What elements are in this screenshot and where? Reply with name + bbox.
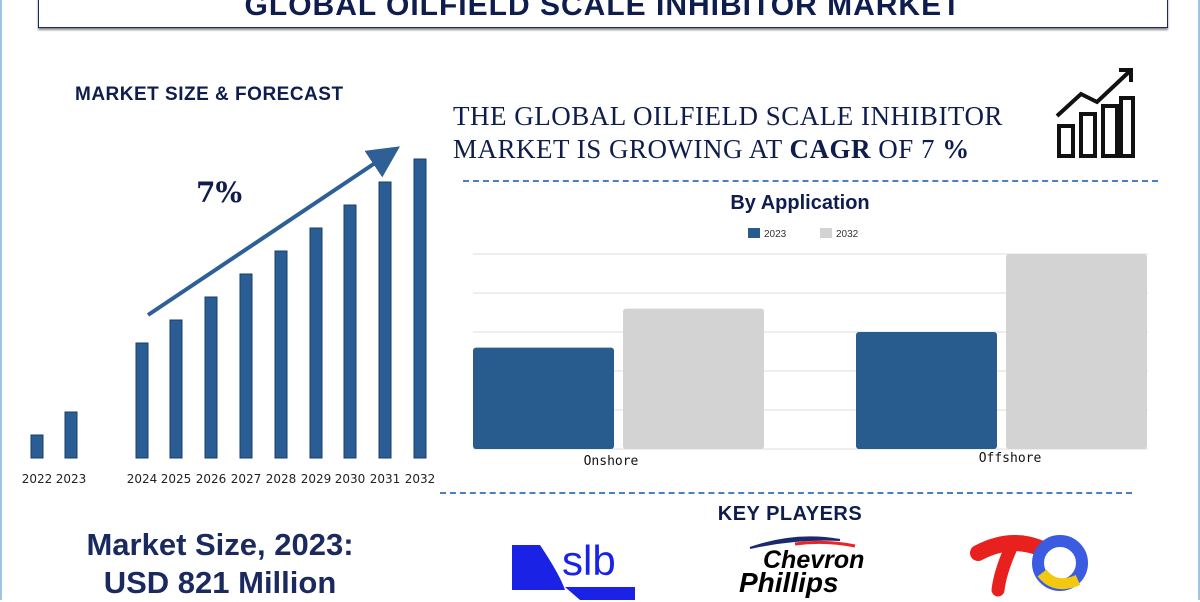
slb-logo: slb (512, 537, 635, 600)
forecast-bar (64, 411, 78, 459)
forecast-chart: 2022 2023 2024 2025 2026 2027 2028 2029 2030 2031… (22, 146, 436, 486)
legend-label: 2023 (764, 229, 787, 240)
growth-text: MARKET IS GROWING AT (453, 134, 790, 164)
growth-line-2: MARKET IS GROWING AT CAGR OF 7 % (453, 133, 1003, 166)
divider (463, 180, 1158, 182)
year-tick-label: 2023 (56, 472, 87, 486)
category-label: Offshore (979, 451, 1042, 466)
year-tick-label: 2031 (370, 472, 401, 486)
forecast-bar (30, 434, 44, 459)
growth-line-1: THE GLOBAL OILFIELD SCALE INHIBITOR (453, 101, 1003, 131)
svg-text:slb: slb (562, 537, 616, 584)
application-bar (473, 347, 614, 449)
cagr-text: CAGR (789, 134, 872, 164)
forecast-bar (343, 204, 357, 459)
forecast-bar (204, 296, 218, 459)
divider (440, 492, 1132, 494)
year-tick-label: 2026 (196, 472, 227, 486)
forecast-bar (169, 319, 183, 459)
year-tick-label: 2024 (127, 472, 158, 486)
title-box: GLOBAL OILFIELD SCALE INHIBITOR MARKET (38, 0, 1168, 28)
market-size: Market Size, 2023: USD 821 Million (30, 526, 410, 602)
growth-statement: THE GLOBAL OILFIELD SCALE INHIBITOR MARK… (453, 100, 1003, 166)
forecast-bar (239, 273, 253, 459)
application-chart-title: By Application (730, 192, 870, 214)
page-title: GLOBAL OILFIELD SCALE INHIBITOR MARKET (244, 0, 962, 22)
legend-swatch (748, 228, 760, 238)
application-bar (856, 332, 997, 449)
year-tick-label: 2029 (301, 472, 332, 486)
growth-chart-icon (1055, 68, 1135, 158)
percent-text: % (942, 134, 970, 164)
forecast-bar (274, 250, 288, 459)
year-tick-label: 2032 (405, 472, 436, 486)
chevron-phillips-logo: Chevron Phillips (739, 536, 864, 598)
year-tick-label: 2028 (266, 472, 297, 486)
year-tick-label: 2030 (335, 472, 366, 486)
year-tick-label: 2025 (161, 472, 192, 486)
svg-text:Chevron: Chevron (763, 546, 864, 574)
forecast-bar (135, 342, 149, 459)
year-tick-label: 2022 (22, 472, 53, 486)
forecast-bar (309, 227, 323, 459)
market-size-value: USD 821 Million (103, 565, 337, 600)
application-bar (1006, 254, 1147, 449)
forecast-heading: MARKET SIZE & FORECAST (75, 84, 344, 105)
year-tick-label: 2027 (231, 472, 262, 486)
category-label: Onshore (584, 454, 639, 469)
legend-swatch (820, 228, 832, 238)
key-players-title: KEY PLAYERS (717, 503, 863, 525)
forecast-bar (413, 158, 427, 459)
market-size-label: Market Size, 2023: (86, 527, 354, 562)
totalenergies-logo (970, 535, 1088, 597)
cagr-label: 7% (196, 176, 243, 209)
growth-text: OF 7 (871, 134, 943, 164)
application-bar (623, 308, 764, 449)
growth-arrow (146, 146, 400, 317)
svg-text:Phillips: Phillips (739, 567, 839, 598)
forecast-bar (378, 181, 392, 459)
legend-label: 2032 (836, 229, 859, 240)
application-chart: 2023 2032 Onshore Offshore (473, 228, 1148, 469)
